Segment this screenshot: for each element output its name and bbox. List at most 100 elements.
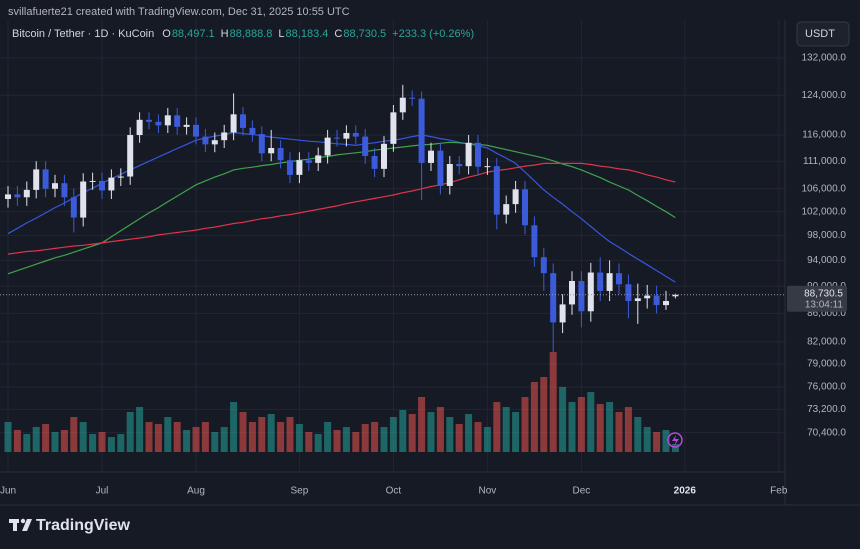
volume-bar: [596, 404, 604, 452]
candle-body: [240, 114, 246, 128]
candle-body: [221, 132, 228, 141]
volume-bar: [540, 377, 548, 452]
volume-bar: [521, 397, 529, 452]
x-tick-label: Dec: [573, 486, 591, 497]
candle-body: [52, 183, 58, 189]
y-tick-label: 116,000.0: [802, 130, 846, 141]
candle-body: [70, 197, 77, 218]
volume-bar: [32, 427, 40, 452]
candle-body: [42, 169, 49, 189]
volume-bar: [474, 422, 482, 452]
candle-body: [569, 280, 575, 305]
volume-bar: [577, 397, 585, 452]
volume-bar: [145, 422, 153, 452]
volume-bar: [436, 407, 444, 452]
x-tick-label: Sep: [291, 486, 309, 497]
volume-bar: [333, 430, 341, 452]
candle-body: [418, 98, 425, 163]
volume-bar: [192, 427, 200, 452]
candle-body: [428, 150, 434, 163]
candle-body: [559, 304, 566, 323]
volume-bar: [653, 432, 661, 452]
candle-body: [334, 137, 340, 139]
ohlc-value: 88,183.4: [286, 28, 329, 40]
volume-bar: [305, 432, 313, 452]
volume-bar: [483, 427, 491, 452]
ohlc-key: O: [162, 28, 171, 40]
y-tick-label: 111,000.0: [803, 156, 846, 167]
x-tick-label: Oct: [386, 486, 402, 497]
candle-body: [352, 132, 359, 137]
x-tick-label: Jun: [0, 486, 16, 497]
event-icon: [667, 432, 683, 448]
volume-bar: [201, 422, 209, 452]
candle-body: [230, 114, 237, 133]
x-tick-label: Feb: [770, 486, 788, 497]
candle-body: [315, 155, 322, 163]
candle-body: [343, 132, 350, 139]
candle-body: [512, 189, 519, 205]
volume-bar: [4, 422, 12, 452]
candle-body: [174, 115, 181, 127]
candle-body: [672, 294, 679, 297]
logo-part: [20, 518, 26, 524]
candle-body: [193, 124, 199, 137]
candle-body: [644, 295, 651, 299]
candle-body: [437, 150, 444, 186]
ohlc-key: C: [334, 28, 342, 40]
candle-body: [202, 136, 209, 145]
volume-bar: [136, 407, 144, 452]
volume-bar: [549, 352, 557, 452]
volume-bar: [380, 427, 388, 452]
candle-body: [484, 166, 491, 168]
volume-bar: [23, 434, 31, 452]
candle-body: [663, 301, 669, 306]
volume-bar: [314, 434, 322, 452]
candle-body: [390, 112, 397, 144]
candle-body: [117, 176, 124, 178]
event-icon: [672, 435, 679, 446]
candle-body: [268, 148, 275, 154]
volume-bar: [239, 412, 247, 452]
volume-bar: [606, 402, 614, 452]
volume-bar: [324, 422, 332, 452]
candle-layer: [5, 84, 679, 353]
candle-body: [108, 177, 115, 191]
candle-body: [164, 115, 171, 126]
candle-body: [287, 160, 293, 175]
volume-bar: [342, 427, 350, 452]
volume-bar: [42, 424, 50, 452]
candle-body: [80, 181, 87, 218]
volume-bar: [643, 427, 651, 452]
volume-bar: [89, 434, 97, 452]
candle-body: [597, 272, 604, 291]
candle-body: [522, 189, 528, 226]
volume-bar: [277, 422, 285, 452]
volume-bar: [408, 414, 416, 452]
candle-body: [625, 284, 632, 302]
volume-bar: [79, 422, 87, 452]
volume-bar: [624, 407, 632, 452]
volume-bar: [615, 412, 623, 452]
volume-bar: [126, 412, 134, 452]
candle-body: [14, 194, 21, 198]
volume-bar: [117, 434, 125, 452]
candle-body: [456, 163, 463, 167]
volume-layer: [4, 352, 679, 452]
volume-bar: [634, 417, 642, 452]
brand-logo: [9, 518, 32, 531]
volume-bar: [173, 422, 181, 452]
volume-bar: [427, 412, 435, 452]
y-tick-label: 86,000.0: [807, 308, 846, 319]
x-tick-label: 2026: [674, 486, 697, 497]
axis-layer: 132,000.0 124,000.0 116,000.0 111,000.0 106,…: [0, 53, 847, 497]
candle-body: [324, 137, 331, 156]
volume-bar: [164, 417, 172, 452]
volume-bar: [183, 430, 191, 452]
candle-body: [531, 225, 538, 258]
ohlc-key: H: [221, 28, 229, 40]
volume-bar: [587, 392, 595, 452]
candle-body: [277, 148, 284, 161]
ma-layer: [7, 131, 676, 283]
candle-body: [5, 194, 11, 199]
